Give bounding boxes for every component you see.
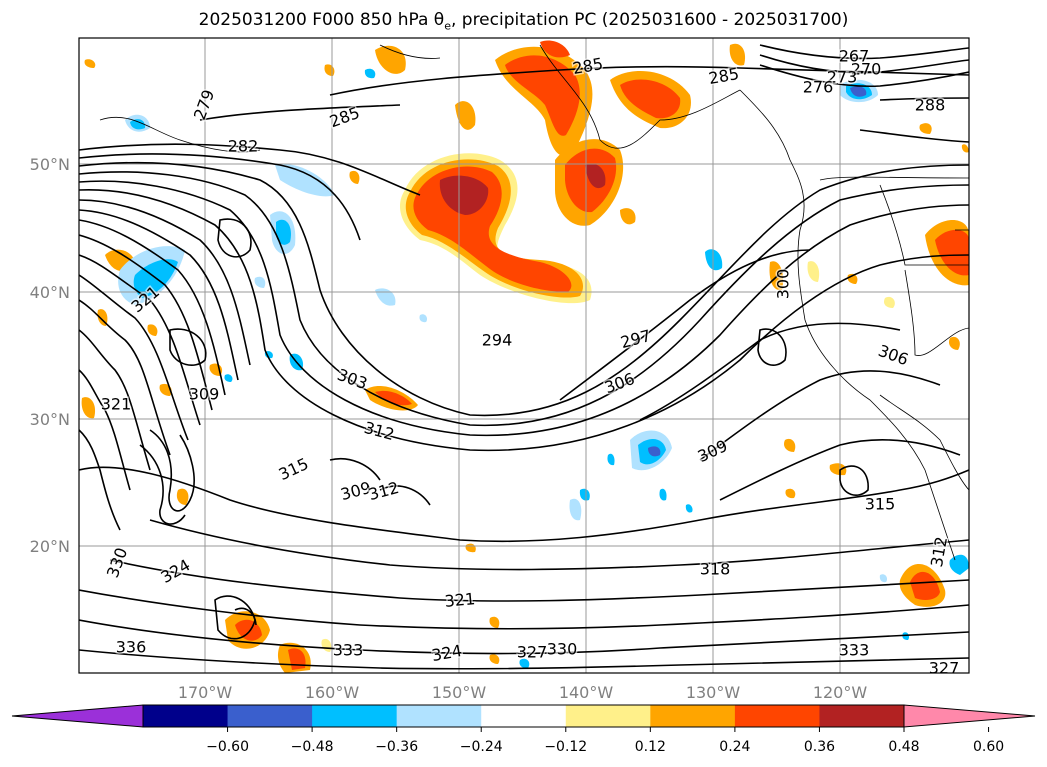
contour-label: 285 [571,54,604,78]
contour-label: 270 [851,60,882,79]
colorbar-segment [396,705,482,727]
colorbar-tick-label: −0.60 [206,739,249,755]
lat-tick-label: 30°N [30,410,70,429]
precip-negative-shading [118,68,969,669]
contour-label: 294 [482,331,513,350]
chart-title: 2025031200 F000 850 hPa θe, precipitatio… [198,10,849,33]
colorbar-segment [312,705,398,727]
colorbar-extend-high [903,704,1036,728]
contour-label: 282 [228,137,259,156]
contour-label: 318 [700,560,731,579]
colorbar-extend-low [11,704,144,728]
lat-tick-label: 50°N [30,155,70,174]
lon-tick-label: 130°W [686,683,741,702]
contour-label: 327 [517,643,548,662]
contour-label: 333 [333,641,364,660]
contour-label: 336 [116,638,147,657]
colorbar-tick-label: 0.12 [635,739,666,755]
contour-label: 321 [101,395,132,414]
lon-tick-label: 120°W [813,683,868,702]
colorbar-segment [481,705,567,727]
theta-e-contours [79,44,969,670]
colorbar-tick-label: −0.12 [544,739,587,755]
contour-label: 330 [547,640,578,659]
contour-label: 267 [839,47,870,66]
contour-label: 273 [827,68,858,87]
lon-tick-label: 160°W [305,683,360,702]
colorbar-tick-label: 0.36 [804,739,835,755]
precip-positive-shading [81,40,969,673]
coastlines [99,44,969,561]
lat-tick-label: 20°N [30,537,70,556]
colorbar-tick-label: −0.48 [291,739,334,755]
contour-label: 297 [619,326,653,352]
contour-label: 276 [803,78,834,97]
colorbar-segment [819,705,905,727]
colorbar-tick-label: 0.60 [973,739,1004,755]
contour-label: 312 [927,535,951,568]
colorbar-segment [565,705,651,727]
contour-label: 300 [774,269,793,300]
lon-tick-labels: 170°W 160°W 150°W 140°W 130°W 120°W [178,683,868,702]
colorbar-segment [143,705,229,727]
map-frame [78,37,970,674]
colorbar-segment [227,705,313,727]
lat-tick-label: 40°N [30,283,70,302]
colorbar-segment [650,705,736,727]
contour-label: 321 [444,589,476,611]
colorbar-tick-label: −0.24 [460,739,503,755]
lon-tick-label: 150°W [432,683,487,702]
contour-label: 333 [839,641,870,660]
lon-tick-label: 170°W [178,683,233,702]
colorbar: −0.60 −0.48 −0.36 −0.24 −0.12 0.12 0.24 0.36 0.4… [11,704,1036,755]
colorbar-tick-label: −0.36 [375,739,418,755]
lon-tick-label: 140°W [559,683,614,702]
contour-label: 309 [189,385,220,404]
contour-label: 315 [865,495,896,514]
lat-tick-labels: 50°N 40°N 30°N 20°N [30,155,70,556]
colorbar-tick-label: 0.24 [719,739,750,755]
colorbar-tick-label: 0.48 [888,739,919,755]
colorbar-segment [734,705,820,727]
contour-label: 288 [915,96,946,115]
graticule [79,38,969,673]
contour-label: 327 [929,659,960,678]
